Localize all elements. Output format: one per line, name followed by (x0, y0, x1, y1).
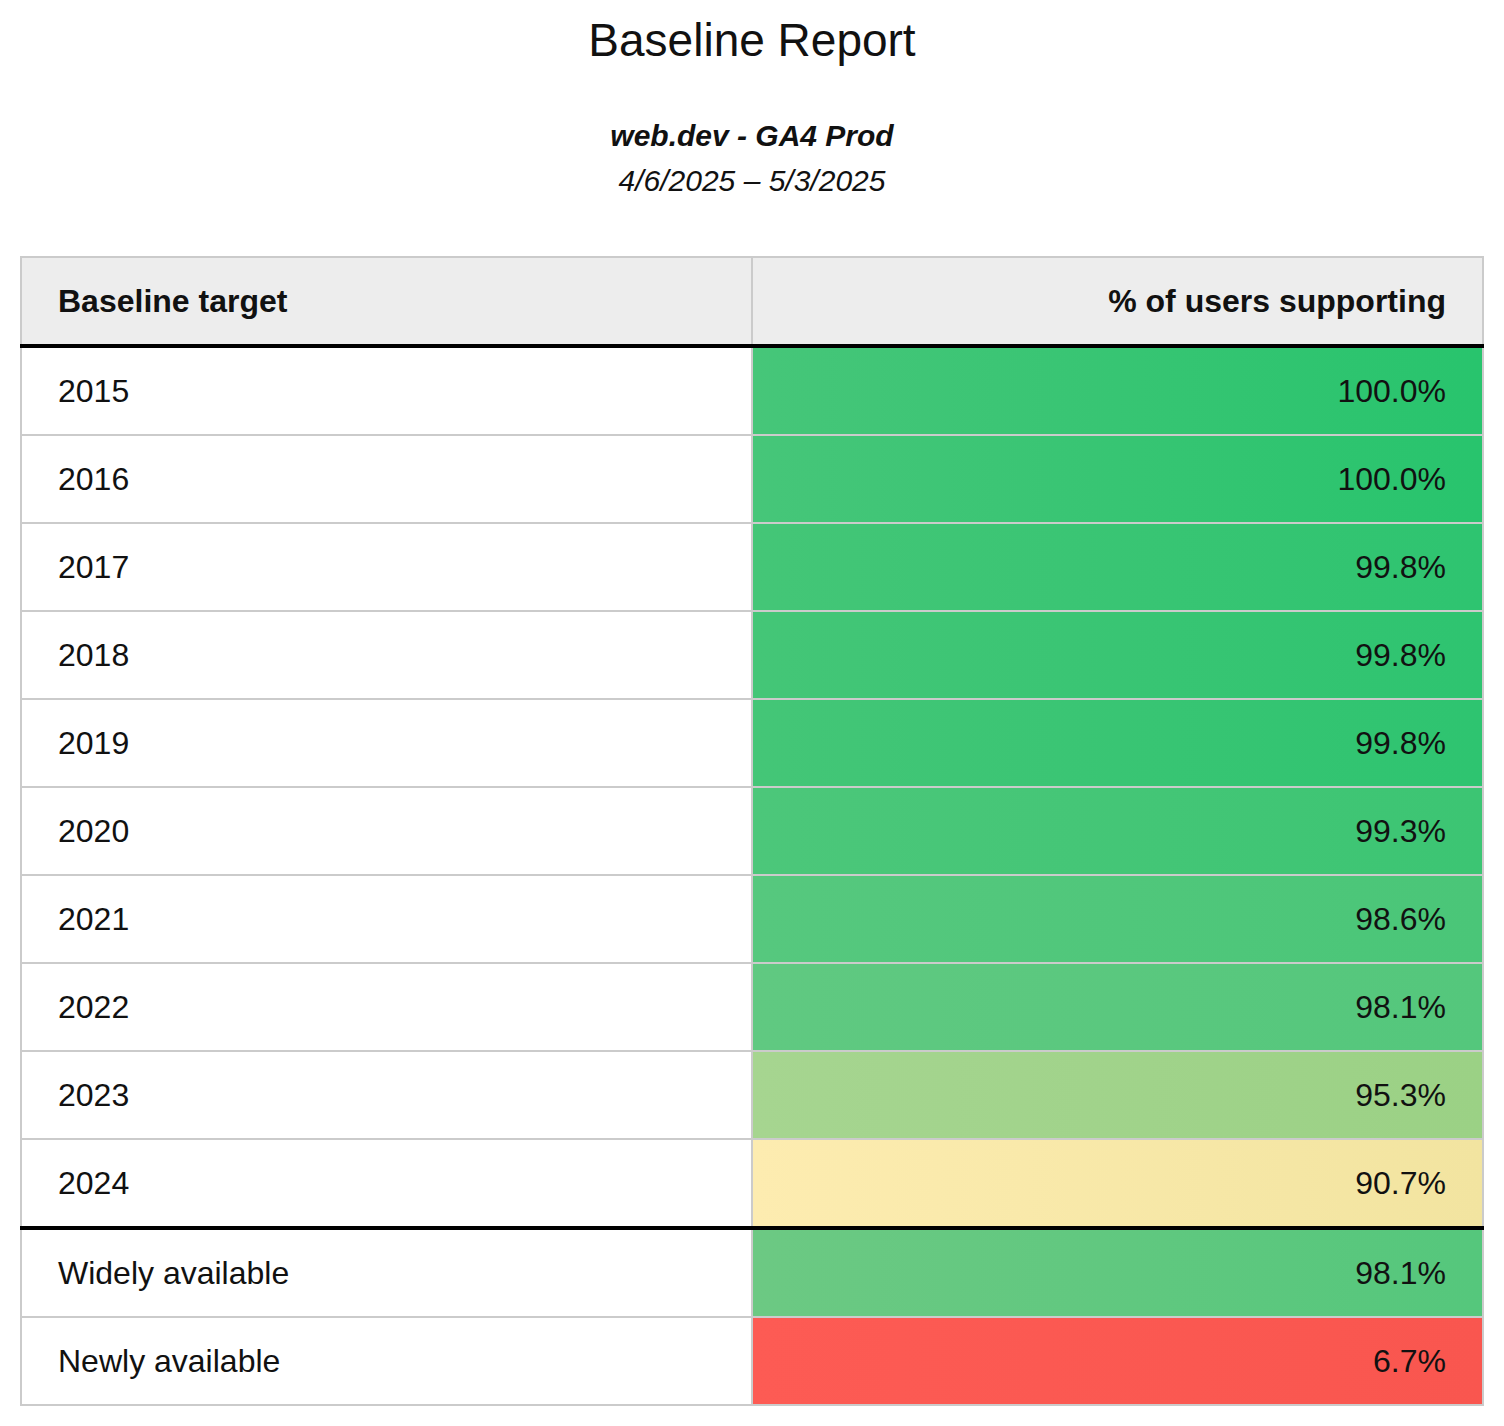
table-row: 2015 100.0% (21, 346, 1483, 435)
support-value-cell: 6.7% (752, 1317, 1483, 1405)
baseline-target-cell: 2024 (21, 1139, 752, 1228)
column-header-users-supporting: % of users supporting (752, 257, 1483, 346)
support-value-cell: 98.1% (752, 963, 1483, 1051)
baseline-target-cell: 2021 (21, 875, 752, 963)
report-date-range: 4/6/2025 – 5/3/2025 (0, 163, 1504, 198)
table-header-row: Baseline target % of users supporting (21, 257, 1483, 346)
baseline-target-cell: 2020 (21, 787, 752, 875)
baseline-target-cell: 2018 (21, 611, 752, 699)
table-row: 2021 98.6% (21, 875, 1483, 963)
table-row: 2018 99.8% (21, 611, 1483, 699)
support-value-cell: 100.0% (752, 435, 1483, 523)
page-title: Baseline Report (0, 14, 1504, 66)
baseline-target-cell: 2015 (21, 346, 752, 435)
table-row: 2023 95.3% (21, 1051, 1483, 1139)
support-value-cell: 99.8% (752, 611, 1483, 699)
support-value-cell: 99.3% (752, 787, 1483, 875)
baseline-target-cell: Widely available (21, 1228, 752, 1317)
baseline-target-cell: 2017 (21, 523, 752, 611)
table-row-newly-available: Newly available 6.7% (21, 1317, 1483, 1405)
baseline-target-cell: 2016 (21, 435, 752, 523)
baseline-target-cell: Newly available (21, 1317, 752, 1405)
support-value-cell: 99.8% (752, 699, 1483, 787)
table-row: 2019 99.8% (21, 699, 1483, 787)
support-value-cell: 98.6% (752, 875, 1483, 963)
support-value-cell: 95.3% (752, 1051, 1483, 1139)
support-value-cell: 99.8% (752, 523, 1483, 611)
baseline-target-cell: 2022 (21, 963, 752, 1051)
baseline-target-cell: 2023 (21, 1051, 752, 1139)
support-value-cell: 90.7% (752, 1139, 1483, 1228)
table-row: 2020 99.3% (21, 787, 1483, 875)
table-row-widely-available: Widely available 98.1% (21, 1228, 1483, 1317)
table-row: 2022 98.1% (21, 963, 1483, 1051)
table-row: 2017 99.8% (21, 523, 1483, 611)
baseline-target-cell: 2019 (21, 699, 752, 787)
table-row: 2024 90.7% (21, 1139, 1483, 1228)
table-row: 2016 100.0% (21, 435, 1483, 523)
support-value-cell: 100.0% (752, 346, 1483, 435)
baseline-report-table: Baseline target % of users supporting 20… (20, 256, 1484, 1406)
column-header-baseline-target: Baseline target (21, 257, 752, 346)
support-value-cell: 98.1% (752, 1228, 1483, 1317)
report-property-name: web.dev - GA4 Prod (0, 118, 1504, 153)
